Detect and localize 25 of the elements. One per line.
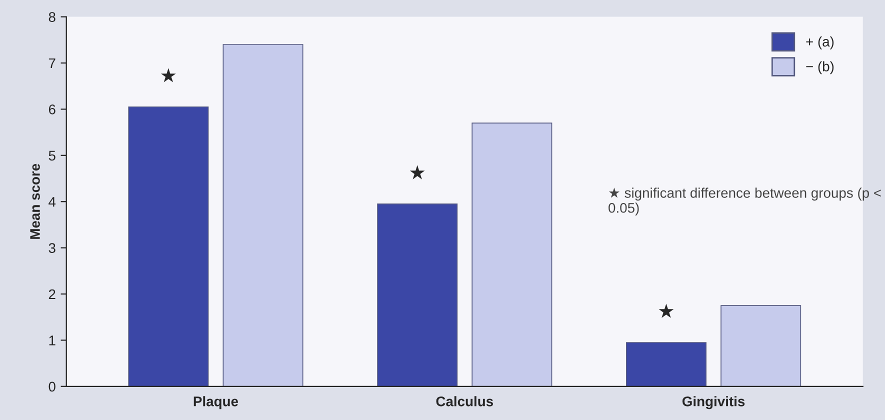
bar	[222, 44, 304, 386]
annotation: ★	[410, 165, 425, 180]
y-axis-title: Mean score	[30, 164, 40, 239]
y-tick-label: 0	[48, 382, 56, 392]
x-tick-label: Plaque	[194, 396, 238, 410]
x-tick-label: Calculus	[436, 396, 493, 406]
bar	[377, 203, 458, 386]
y-tick-label: 3	[48, 243, 56, 253]
y-tick-label: 4	[48, 197, 56, 207]
y-tick-label: 5	[48, 150, 56, 161]
legend-label: + (a)	[806, 36, 834, 50]
annotation: ★	[658, 304, 674, 318]
annotation: ★	[160, 68, 176, 82]
bar	[472, 122, 552, 386]
x-tick-label: Gingivitis	[682, 396, 745, 410]
y-tick-label: 2	[48, 289, 56, 300]
y-tick-label: 1	[49, 336, 56, 346]
y-tick-label: 7	[48, 58, 56, 68]
bar	[720, 305, 802, 386]
annotation: ★ significant difference between groups (p < 0.05)	[608, 188, 881, 216]
legend-label: − (b)	[806, 61, 834, 74]
bar	[128, 106, 209, 386]
y-tick-label: 8	[48, 12, 56, 22]
bar	[626, 342, 706, 386]
y-tick-label: 6	[48, 104, 56, 114]
